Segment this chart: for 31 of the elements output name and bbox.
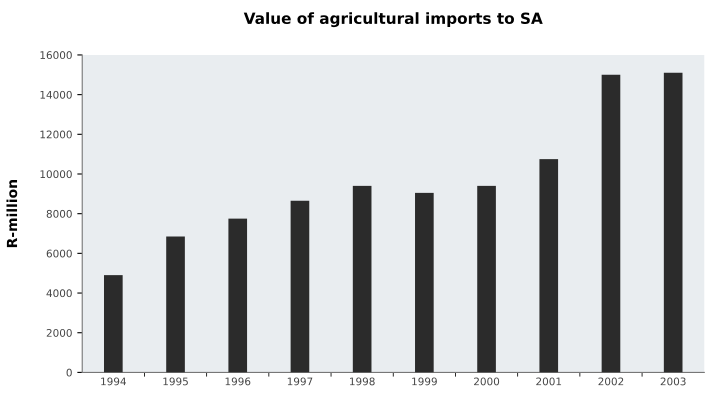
y-tick-label: 4000 <box>46 289 72 298</box>
y-tick-label: 8000 <box>46 210 72 218</box>
x-tick-label: 2001 <box>536 377 562 386</box>
chart-title: Value of agricultural imports to SA <box>244 12 543 28</box>
y-tick-label: 14000 <box>40 90 72 99</box>
x-tick-label: 1998 <box>350 377 375 386</box>
bar <box>290 200 310 372</box>
y-tick-label: 0 <box>66 368 72 377</box>
x-tick-label: 1999 <box>412 377 437 386</box>
y-tick-label: 2000 <box>46 328 72 337</box>
bar <box>228 218 248 372</box>
y-tick-label: 16000 <box>40 51 72 60</box>
x-tick-label: 2000 <box>474 377 500 386</box>
y-tick-label: 6000 <box>46 250 72 258</box>
bar <box>539 159 558 372</box>
bar <box>664 72 683 372</box>
x-tick-label: 2003 <box>660 377 686 386</box>
y-tick-label: 10000 <box>40 170 72 178</box>
y-axis-title: R-million <box>6 180 18 248</box>
bar <box>352 186 372 372</box>
bar <box>415 192 434 372</box>
x-tick-label: 2002 <box>598 377 624 386</box>
x-tick-label: 1996 <box>226 377 250 386</box>
bar <box>477 186 496 372</box>
y-tick-label: 12000 <box>40 130 72 138</box>
x-tick-label: 1995 <box>163 377 188 386</box>
bar <box>166 236 185 372</box>
x-tick-label: 1997 <box>288 377 312 386</box>
bar <box>602 74 620 372</box>
x-tick-label: 1994 <box>101 377 126 386</box>
bar <box>104 275 123 372</box>
